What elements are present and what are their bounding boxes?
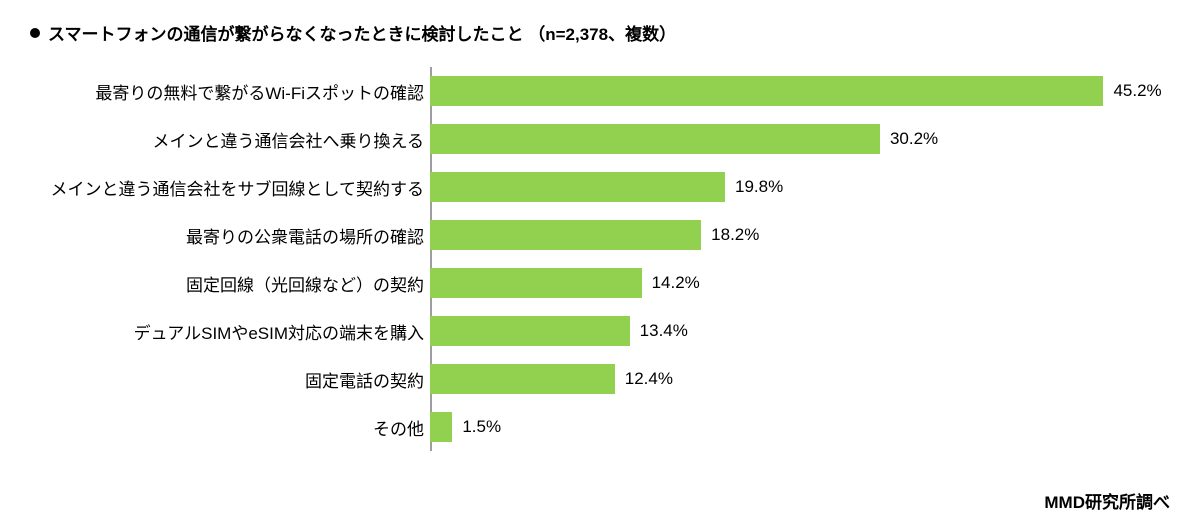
bar-value-label: 1.5% [462, 417, 501, 437]
bar-plot-area: 14.2% [430, 268, 1175, 298]
bar-plot-area: 18.2% [430, 220, 1175, 250]
category-label: メインと違う通信会社へ乗り換える [40, 127, 430, 152]
bar-value-label: 30.2% [890, 129, 938, 149]
bar-value-label: 14.2% [652, 273, 700, 293]
bar [430, 364, 615, 394]
bar [430, 220, 701, 250]
bar [430, 76, 1103, 106]
bar-row: 最寄りの公衆電話の場所の確認 18.2% [40, 211, 1175, 259]
bar [430, 316, 630, 346]
bar-row: その他 1.5% [40, 403, 1175, 451]
category-label: メインと違う通信会社をサブ回線として契約する [40, 175, 430, 200]
bar-plot-area: 30.2% [430, 124, 1175, 154]
bar-row: 固定電話の契約 12.4% [40, 355, 1175, 403]
bar [430, 172, 725, 202]
bar-plot-area: 19.8% [430, 172, 1175, 202]
category-label: デュアルSIMやeSIM対応の端末を購入 [40, 319, 430, 344]
bar-value-label: 12.4% [625, 369, 673, 389]
bar [430, 412, 452, 442]
bar [430, 124, 880, 154]
bar-row: 固定回線（光回線など）の契約 14.2% [40, 259, 1175, 307]
bullet-icon [30, 28, 40, 38]
bar-row: メインと違う通信会社をサブ回線として契約する 19.8% [40, 163, 1175, 211]
bar [430, 268, 642, 298]
bar-plot-area: 1.5% [430, 412, 1175, 442]
category-label: 最寄りの公衆電話の場所の確認 [40, 223, 430, 248]
chart-source: MMD研究所調べ [1044, 488, 1170, 513]
bar-plot-area: 13.4% [430, 316, 1175, 346]
bar-value-label: 13.4% [640, 321, 688, 341]
bar-row: 最寄りの無料で繋がるWi-Fiスポットの確認 45.2% [40, 67, 1175, 115]
bar-row: デュアルSIMやeSIM対応の端末を購入 13.4% [40, 307, 1175, 355]
category-label: その他 [40, 415, 430, 440]
category-label: 固定電話の契約 [40, 367, 430, 392]
bar-row: メインと違う通信会社へ乗り換える 30.2% [40, 115, 1175, 163]
bar-plot-area: 45.2% [430, 76, 1175, 106]
bar-value-label: 18.2% [711, 225, 759, 245]
chart-title-row: スマートフォンの通信が繋がらなくなったときに検討したこと （n=2,378、複数… [30, 20, 1170, 45]
bar-chart: 最寄りの無料で繋がるWi-Fiスポットの確認 45.2% メインと違う通信会社へ乗り… [40, 67, 1170, 451]
bar-plot-area: 12.4% [430, 364, 1175, 394]
category-label: 最寄りの無料で繋がるWi-Fiスポットの確認 [40, 79, 430, 104]
bar-value-label: 45.2% [1113, 81, 1161, 101]
category-label: 固定回線（光回線など）の契約 [40, 271, 430, 296]
chart-container: スマートフォンの通信が繋がらなくなったときに検討したこと （n=2,378、複数… [0, 0, 1200, 525]
chart-title: スマートフォンの通信が繋がらなくなったときに検討したこと （n=2,378、複数… [48, 20, 676, 45]
bar-value-label: 19.8% [735, 177, 783, 197]
